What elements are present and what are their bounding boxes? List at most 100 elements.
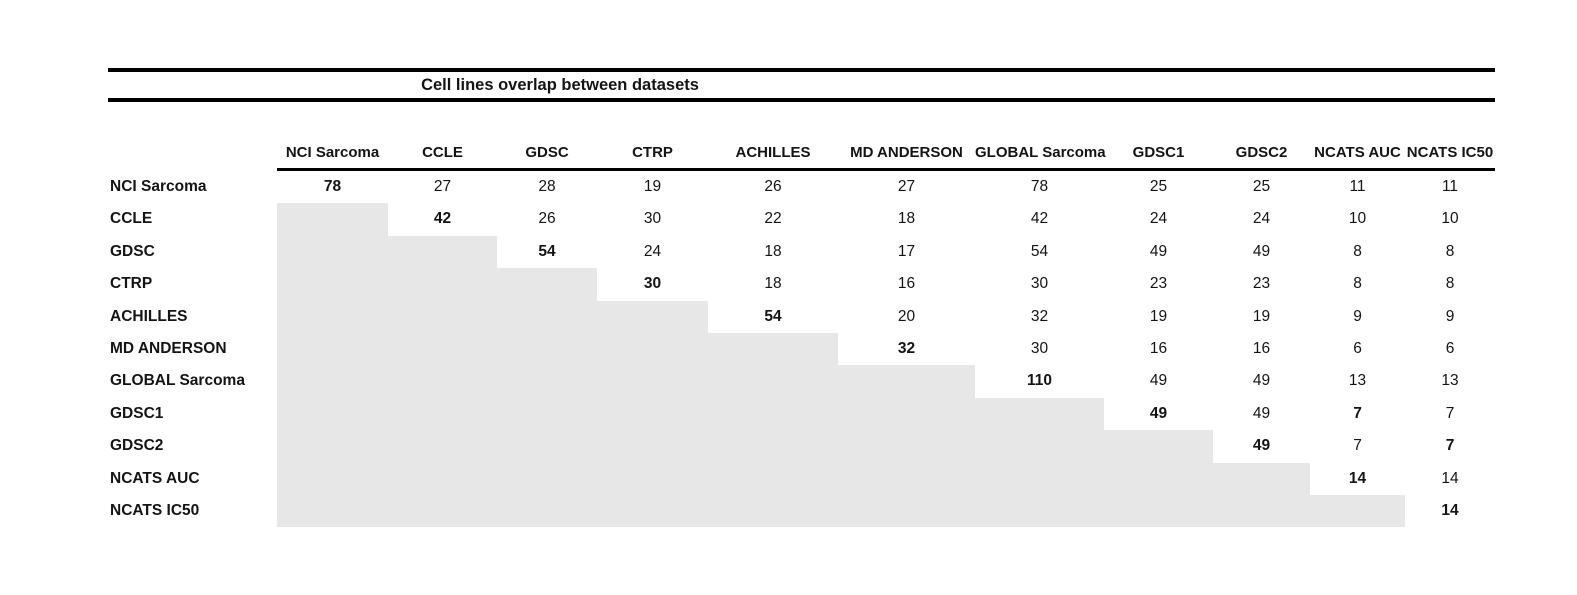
row-label-ncats-auc: NCATS AUC (110, 469, 200, 487)
cell-ccle-gdsc1: 24 (1149, 210, 1168, 228)
cell-ccle-gdsc: 26 (538, 210, 556, 228)
cell-nci-sarcoma-ccle: 27 (433, 178, 452, 195)
cell-ccle-achilles: 22 (764, 210, 782, 228)
col-header-ncats-auc: NCATS AUC (1314, 144, 1401, 161)
col-header-global-sarcoma: GLOBAL Sarcoma (975, 144, 1106, 161)
cell-ncats-auc-ncats-auc: 14 (1348, 469, 1367, 487)
cell-gdsc-md-anderson: 17 (897, 242, 916, 260)
row-label-global-sarcoma: GLOBAL Sarcoma (110, 372, 245, 390)
cell-md-anderson-ncats-ic50: 6 (1445, 340, 1455, 357)
cell-ccle-ccle: 42 (433, 210, 452, 228)
cell-ctrp-md-anderson: 16 (897, 275, 916, 293)
cell-nci-sarcoma-gdsc: 28 (538, 178, 556, 195)
cell-ccle-gdsc2: 24 (1252, 210, 1271, 228)
col-header-md-anderson: MD ANDERSON (850, 144, 963, 161)
cell-ccle-ncats-ic50: 10 (1441, 210, 1459, 228)
cell-nci-sarcoma-global-sarcoma: 78 (1030, 178, 1049, 195)
cell-md-anderson-md-anderson: 32 (897, 340, 916, 357)
cell-ccle-ncats-auc: 10 (1348, 210, 1367, 228)
table-title: Cell lines overlap between datasets (421, 76, 699, 94)
col-header-ccle: CCLE (422, 144, 463, 161)
cell-achilles-ncats-ic50: 9 (1445, 307, 1455, 325)
shaded-region-row-gdsc (277, 235, 497, 269)
cell-gdsc1-gdsc1: 49 (1149, 404, 1168, 422)
cell-gdsc-gdsc1: 49 (1149, 242, 1168, 260)
row-label-ctrp: CTRP (110, 275, 153, 293)
shaded-region-row-gdsc1 (277, 397, 1104, 431)
cell-gdsc2-ncats-ic50: 7 (1445, 437, 1455, 455)
header-underline-rule (277, 168, 1495, 171)
cell-ctrp-global-sarcoma: 30 (1030, 275, 1049, 293)
cell-ctrp-gdsc2: 23 (1252, 275, 1271, 293)
cell-gdsc-ncats-ic50: 8 (1445, 242, 1455, 260)
cell-gdsc-ctrp: 24 (643, 242, 662, 260)
cell-ccle-md-anderson: 18 (897, 210, 916, 228)
cell-gdsc-achilles: 18 (764, 242, 782, 260)
row-label-ccle: CCLE (110, 210, 153, 228)
row-label-ncats-ic50: NCATS IC50 (110, 502, 200, 519)
cell-nci-sarcoma-achilles: 26 (764, 178, 782, 195)
cell-gdsc1-ncats-auc: 7 (1353, 404, 1362, 422)
shaded-region-row-md-anderson (277, 333, 838, 366)
cell-achilles-gdsc2: 19 (1252, 307, 1271, 325)
col-header-nci-sarcoma: NCI Sarcoma (285, 144, 380, 161)
mid-rule (108, 98, 1495, 102)
cell-ncats-auc-ncats-ic50: 14 (1441, 469, 1459, 487)
cell-global-sarcoma-global-sarcoma: 110 (1026, 372, 1052, 390)
cell-md-anderson-global-sarcoma: 30 (1030, 340, 1049, 357)
cell-ctrp-achilles: 18 (764, 275, 782, 293)
row-label-md-anderson: MD ANDERSON (110, 340, 227, 357)
shaded-region-row-ncats-ic50 (277, 495, 1405, 528)
row-label-gdsc1: GDSC1 (110, 404, 164, 422)
cell-nci-sarcoma-md-anderson: 27 (897, 178, 916, 195)
cell-nci-sarcoma-ncats-ic50: 11 (1441, 178, 1459, 195)
cell-ncats-ic50-ncats-ic50: 14 (1441, 502, 1459, 519)
cell-achilles-gdsc1: 19 (1149, 307, 1168, 325)
row-label-gdsc2: GDSC2 (110, 437, 164, 455)
row-label-nci-sarcoma: NCI Sarcoma (110, 178, 207, 195)
shaded-region-row-achilles (277, 300, 708, 333)
shaded-region-row-ccle (277, 203, 388, 236)
cell-gdsc2-gdsc2: 49 (1252, 437, 1271, 455)
cell-gdsc-ncats-auc: 8 (1353, 242, 1362, 260)
shaded-region-row-gdsc2 (277, 430, 1213, 463)
cell-md-anderson-gdsc2: 16 (1252, 340, 1271, 357)
cell-global-sarcoma-gdsc1: 49 (1149, 372, 1168, 390)
cell-ccle-global-sarcoma: 42 (1030, 210, 1049, 228)
cell-nci-sarcoma-gdsc1: 25 (1149, 178, 1168, 195)
col-header-gdsc1: GDSC1 (1132, 144, 1185, 161)
cell-gdsc1-gdsc2: 49 (1252, 404, 1271, 422)
cell-gdsc2-ncats-auc: 7 (1353, 437, 1362, 455)
cell-gdsc-gdsc2: 49 (1252, 242, 1271, 260)
cell-nci-sarcoma-gdsc2: 25 (1252, 178, 1271, 195)
cell-ctrp-ncats-auc: 8 (1353, 275, 1362, 293)
cell-achilles-md-anderson: 20 (897, 307, 916, 325)
shaded-region-row-ctrp (277, 268, 597, 301)
col-header-ncats-ic50: NCATS IC50 (1406, 144, 1494, 161)
cell-global-sarcoma-ncats-auc: 13 (1348, 372, 1367, 390)
top-rule (108, 68, 1495, 72)
col-header-gdsc: GDSC (525, 144, 569, 161)
shaded-region-row-global-sarcoma (277, 365, 975, 398)
row-label-gdsc: GDSC (110, 242, 155, 260)
cell-nci-sarcoma-ctrp: 19 (643, 178, 662, 195)
cell-nci-sarcoma-nci-sarcoma: 78 (323, 178, 342, 195)
cell-achilles-achilles: 54 (764, 307, 782, 325)
cell-md-anderson-ncats-auc: 6 (1353, 340, 1362, 357)
cell-gdsc-global-sarcoma: 54 (1030, 242, 1049, 260)
cell-global-sarcoma-ncats-ic50: 13 (1441, 372, 1459, 390)
col-header-gdsc2: GDSC2 (1235, 144, 1288, 161)
cell-nci-sarcoma-ncats-auc: 11 (1349, 178, 1366, 195)
cell-gdsc1-ncats-ic50: 7 (1445, 404, 1455, 422)
col-header-achilles: ACHILLES (735, 144, 811, 161)
cell-global-sarcoma-gdsc2: 49 (1252, 372, 1271, 390)
cell-achilles-global-sarcoma: 32 (1030, 307, 1049, 325)
cell-md-anderson-gdsc1: 16 (1149, 340, 1168, 357)
cell-achilles-ncats-auc: 9 (1353, 307, 1362, 325)
cell-ctrp-gdsc1: 23 (1149, 275, 1168, 293)
row-label-achilles: ACHILLES (110, 307, 188, 325)
cell-gdsc-gdsc: 54 (538, 242, 556, 260)
cell-ctrp-ncats-ic50: 8 (1445, 275, 1455, 293)
shaded-region-row-ncats-auc (277, 462, 1310, 495)
